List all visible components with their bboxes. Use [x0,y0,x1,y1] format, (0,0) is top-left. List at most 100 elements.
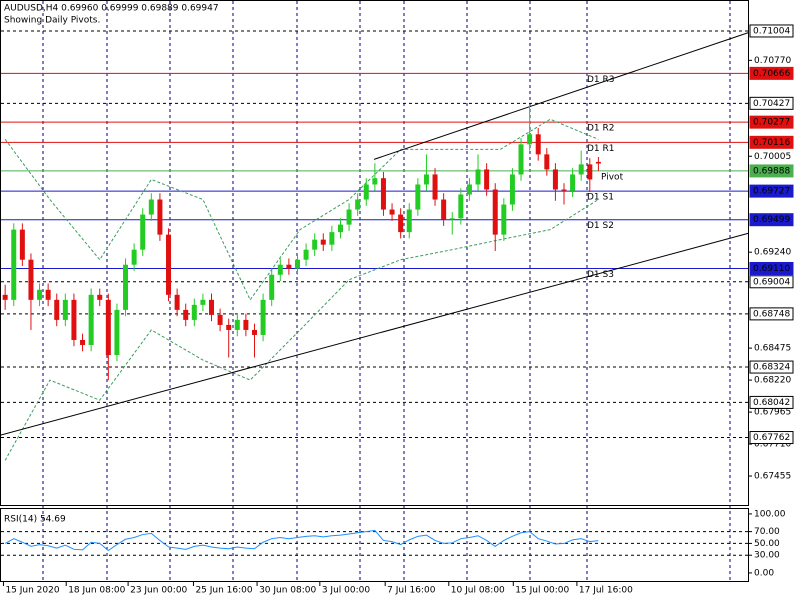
level-label-box [749,213,794,227]
rsi-tick-label: 50.00 [754,539,780,549]
y-tick-label: 0.67965 [754,408,791,418]
rsi-line [4,529,599,552]
candle-body [19,229,25,260]
level-label: 0.69110 [753,264,790,274]
level-label: 0.70427 [753,99,790,109]
candle-body [329,232,335,245]
rsi-label: RSI(14) 54.69 [4,515,66,525]
candle-body [544,154,550,170]
level-label: 0.70277 [753,118,790,128]
level-label: 0.69727 [753,187,790,197]
level-label: 0.70116 [753,138,790,148]
level-label-box [749,275,794,289]
candle-body [286,264,292,269]
candle-body [88,294,94,345]
level-label: 0.68042 [753,398,790,408]
candle-body [380,178,386,210]
candle-body [191,304,197,320]
candle-body [475,169,481,185]
pivot-name: D1 R2 [587,124,615,134]
candle-body [217,314,223,325]
candle-body [131,249,137,265]
level-label: 0.71004 [753,26,790,36]
candle-body [303,249,309,260]
level-label-box [749,184,794,198]
candle-body [587,164,593,180]
x-tick-label: 23 Jun 00:00 [130,586,187,596]
x-tick-label: 15 Jul 00:00 [515,586,569,596]
candle-body [484,169,490,190]
candle-body [320,239,326,245]
candle-body [45,289,51,300]
y-tick-label: 0.67710 [754,440,791,450]
candle-body [200,299,206,305]
x-tick-label: 18 Jun 08:00 [68,586,125,596]
candle-body [552,169,558,190]
x-tick-label: 7 Jul 16:00 [387,586,436,596]
main-panel [0,0,749,506]
level-label: 0.68748 [753,309,790,319]
candle-body [535,134,541,155]
pivot-name: Pivot [601,172,624,182]
level-label-box [749,115,794,129]
trendline [0,232,749,436]
pivot-name: D1 S2 [587,221,614,231]
candle-body [209,299,215,315]
pivot-name: D1 S3 [587,270,614,280]
candle-body [595,161,601,164]
candle-body [527,134,533,145]
x-tick-label: 15 Jun 2020 [5,586,59,596]
candle-body [518,144,524,175]
candle-body [277,264,283,275]
y-tick-label: 0.69240 [754,248,791,258]
x-tick-label: 10 Jul 08:00 [451,586,505,596]
y-tick-label: 0.67455 [754,472,791,482]
rsi-tick-label: 70.00 [754,527,780,537]
candle-body [11,229,17,300]
envelope-upper [4,118,599,301]
y-tick-label: 0.68220 [754,376,791,386]
y-tick-label: 0.70770 [754,56,791,66]
level-label-box [749,360,794,374]
level-label: 0.70666 [753,69,790,79]
level-label-box [749,24,794,38]
trendline [373,32,749,160]
candle-body [234,319,240,330]
level-label-box [749,164,794,178]
candle-body [501,204,507,235]
candle-body [458,194,464,219]
envelope-lower [4,199,599,461]
candle-body [183,309,189,320]
candle-body [294,259,300,269]
candle-body [509,174,515,205]
level-label-box [749,431,794,445]
candle-body [54,299,60,320]
candle-body [466,184,472,195]
candle-body [269,274,275,300]
candle-body [372,178,378,185]
candle-body [449,218,455,220]
rsi-panel [0,508,749,582]
candle-body [346,209,352,225]
level-label: 0.67762 [753,433,790,443]
candle-body [2,294,8,300]
candle-body [37,289,43,300]
candle-body [226,324,232,330]
candle-body [389,209,395,215]
candle-body [166,234,172,295]
candle-body [312,239,318,250]
level-label-box [749,66,794,80]
x-tick-label: 17 Jul 16:00 [579,586,633,596]
level-label-box [749,135,794,149]
level-label-box [749,395,794,409]
candle-body [432,174,438,200]
candle-body [415,184,421,210]
candle-body [123,264,129,310]
candle-body [406,209,412,233]
level-label-box [749,261,794,275]
rsi-tick-label: 30.00 [754,551,780,561]
candle-body [62,299,68,320]
candle-body [355,199,361,210]
pivot-name: D1 S1 [587,193,614,203]
